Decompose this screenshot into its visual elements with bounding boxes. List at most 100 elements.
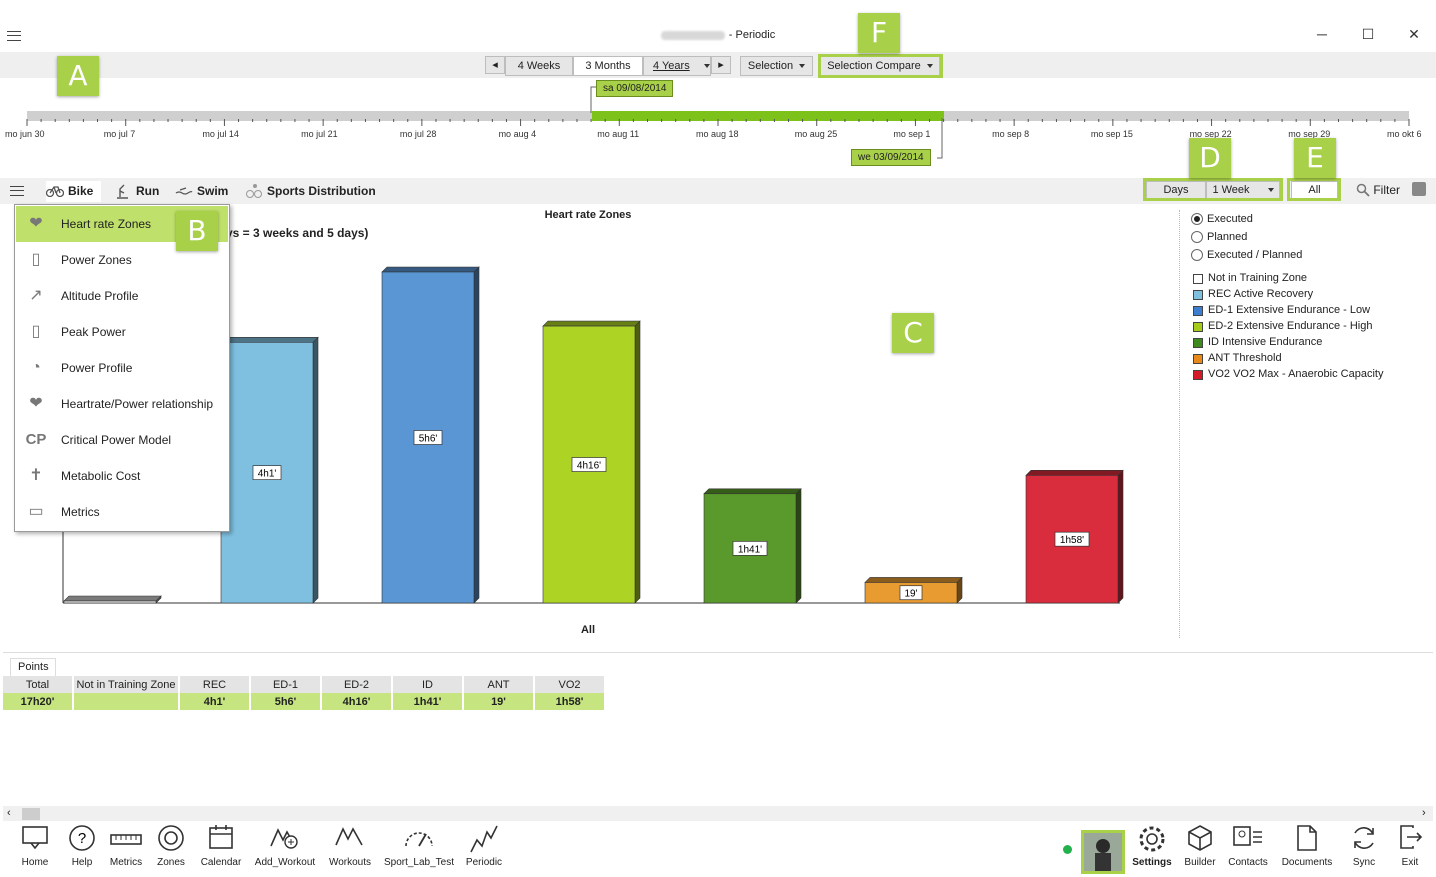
points-value-cell: 19' — [463, 693, 535, 710]
tab-bike[interactable]: Bike — [45, 181, 102, 202]
window-title: - Periodic — [0, 29, 1436, 41]
tab-swim[interactable]: Swim — [175, 181, 228, 202]
nav-documents[interactable]: Documents — [1267, 824, 1347, 876]
minimize-button[interactable]: ─ — [1317, 26, 1327, 42]
bar-vo2[interactable]: 1h58' — [1025, 469, 1124, 604]
nav-home[interactable]: Home — [0, 824, 75, 876]
nav-sync[interactable]: Sync — [1324, 824, 1404, 876]
tab-sports-distribution[interactable]: Sports Distribution — [245, 181, 376, 202]
menu-item-power-zones[interactable]: ▯ Power Zones — [16, 242, 228, 278]
filter-label: Filter — [1373, 182, 1401, 197]
radio-executed[interactable]: Executed — [1191, 212, 1431, 228]
cp-icon: CP — [25, 431, 47, 448]
bar-ant[interactable]: 19' — [864, 576, 963, 604]
points-value-cell: 1h58' — [534, 693, 606, 710]
timeline-label: mo jul 14 — [202, 129, 239, 139]
builder-icon — [1160, 824, 1240, 856]
menu-item-peak-power[interactable]: ▯ Peak Power — [16, 314, 228, 350]
timeline-label: mo okt 6 — [1387, 129, 1422, 139]
nav-exit[interactable]: Exit — [1370, 824, 1436, 876]
radio-circle[interactable] — [1191, 249, 1203, 261]
timeline-label: mo jul 28 — [399, 129, 437, 139]
highlight-frame-d — [1143, 178, 1283, 201]
bar-rec[interactable]: 4h1' — [220, 336, 319, 604]
range-3-months[interactable]: 3 Months — [573, 56, 643, 76]
nav-label: Builder — [1184, 857, 1216, 868]
nav-calendar[interactable]: Calendar — [181, 824, 261, 876]
nav-settings[interactable]: Settings — [1112, 824, 1192, 876]
days-dropdown[interactable]: Days — [1146, 181, 1206, 199]
points-value-cell: 5h6' — [250, 693, 322, 710]
badge-d: D — [1189, 138, 1231, 178]
radio-planned[interactable]: Planned — [1191, 230, 1431, 246]
menu-item-altitude-profile[interactable]: ↗ Altitude Profile — [16, 278, 228, 314]
chart-menu-icon[interactable] — [10, 186, 24, 196]
horizontal-scrollbar[interactable]: ‹ › — [3, 806, 1433, 822]
filter-button[interactable]: Filter — [1356, 182, 1400, 197]
next-period-button[interactable]: ▸ — [711, 56, 731, 74]
avatar[interactable] — [1081, 830, 1125, 874]
data-label-box — [252, 465, 282, 481]
timeline-ticks — [26, 119, 1410, 126]
close-button[interactable]: ✕ — [1408, 26, 1420, 42]
bar-side — [634, 320, 641, 604]
timeline-selection[interactable] — [592, 111, 944, 121]
nav-workouts[interactable]: Workouts — [310, 824, 390, 876]
week-dropdown[interactable]: 1 Week — [1206, 181, 1280, 199]
nav-metrics[interactable]: Metrics — [86, 824, 166, 876]
menu-item-metrics[interactable]: ▭ Metrics — [16, 494, 228, 530]
bar-not-in-training-zone[interactable] — [63, 595, 162, 604]
legend-item: ED-1 Extensive Endurance - Low — [1193, 304, 1370, 320]
maximize-button[interactable]: ☐ — [1361, 26, 1375, 42]
nav-contacts[interactable]: Contacts — [1208, 824, 1288, 876]
menu-item-metabolic-cost[interactable]: ✝ Metabolic Cost — [16, 458, 228, 494]
save-icon[interactable] — [1412, 182, 1426, 196]
timeline-label: mo aug 25 — [794, 129, 838, 139]
bar-ed-2[interactable]: 4h16' — [542, 320, 641, 604]
selection-dropdown[interactable]: Selection — [740, 56, 813, 76]
timeline-label: mo sep 22 — [1189, 129, 1232, 139]
nav-add-workout[interactable]: Add_Workout — [245, 824, 325, 876]
nav-periodic[interactable]: Periodic — [444, 824, 524, 876]
bar-face — [63, 600, 157, 604]
nav-builder[interactable]: Builder — [1160, 824, 1240, 876]
legend-swatch — [1193, 338, 1203, 348]
badge-b: B — [176, 211, 218, 251]
nav-help[interactable]: ? Help — [42, 824, 122, 876]
menu-item-critical-power-model[interactable]: CP Critical Power Model — [16, 422, 228, 458]
scrollbar-thumb[interactable] — [22, 808, 40, 820]
points-header-cell: VO2 — [534, 676, 606, 693]
radio-circle[interactable] — [1191, 213, 1203, 225]
data-label: 1h58' — [1060, 535, 1084, 546]
menu-item-power-profile[interactable]: ◔ Power Profile — [16, 350, 228, 386]
app-menu-icon[interactable] — [7, 31, 21, 41]
menu-item-label: Power Zones — [61, 253, 132, 267]
chevron-down-icon — [1267, 188, 1274, 193]
bar-id[interactable]: 1h41' — [703, 488, 802, 604]
selection-label: Selection — [747, 60, 794, 72]
nav-sport-lab-test[interactable]: Sport_Lab_Test — [379, 824, 459, 876]
scroll-right-icon[interactable]: › — [1422, 807, 1426, 819]
tab-points[interactable]: Points — [10, 658, 56, 676]
periodic-icon — [444, 824, 524, 856]
nav-zones[interactable]: Zones — [131, 824, 211, 876]
menu-item-heartrate-power-relationship[interactable]: ❤ Heartrate/Power relationship — [16, 386, 228, 422]
tab-run[interactable]: Run — [114, 181, 159, 202]
menu-item-label: Peak Power — [61, 325, 126, 339]
heartrate-power-icon: ❤ — [29, 395, 43, 412]
radio-circle[interactable] — [1191, 231, 1203, 243]
points-value-cell — [73, 693, 180, 710]
nav-label: Sync — [1352, 857, 1376, 868]
bar-side — [795, 488, 802, 604]
bar-ed-1[interactable]: 5h6' — [381, 266, 480, 604]
range-4-weeks[interactable]: 4 Weeks — [505, 56, 573, 76]
bar-top — [381, 266, 480, 273]
radio-executed-planned[interactable]: Executed / Planned — [1191, 248, 1431, 264]
range-4-years[interactable]: 4 Years — [643, 56, 711, 76]
legend-swatch — [1193, 354, 1203, 364]
altitude-icon: ↗ — [29, 287, 43, 304]
prev-period-button[interactable]: ◂ — [485, 56, 505, 74]
data-label: 1h41' — [738, 544, 762, 555]
scroll-left-icon[interactable]: ‹ — [7, 807, 11, 819]
data-label: 4h1' — [258, 469, 277, 480]
